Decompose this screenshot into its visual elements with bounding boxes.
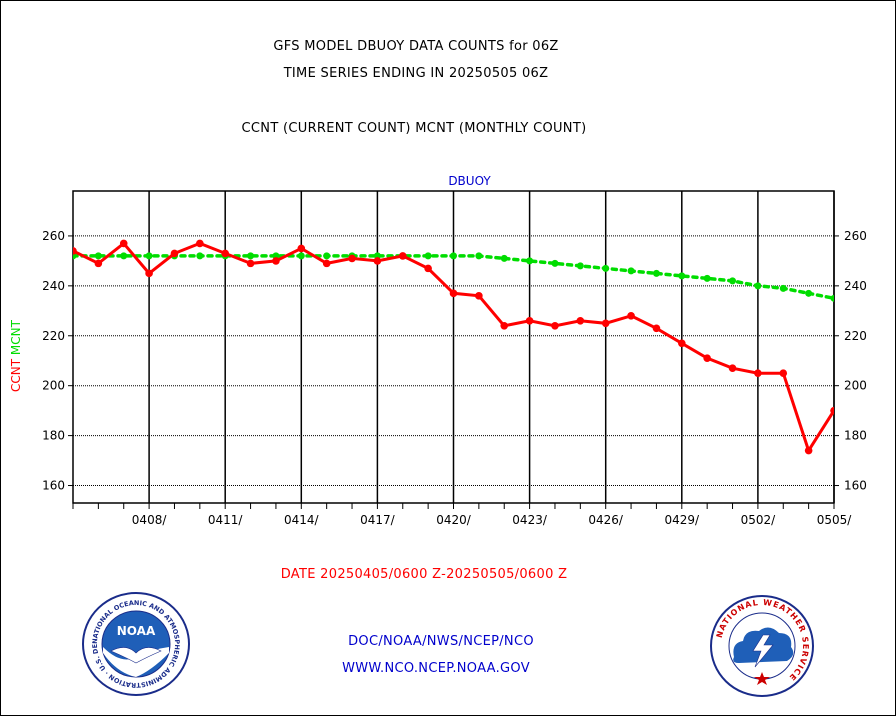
data-point-ccnt — [627, 312, 635, 320]
series-caption: CCNT (CURRENT COUNT) MCNT (MONTHLY COUNT… — [241, 121, 587, 136]
data-point-ccnt — [221, 249, 229, 258]
data-point-mcnt — [500, 254, 508, 262]
x-tick-label: 0414/ — [284, 513, 320, 527]
data-point-ccnt — [246, 259, 255, 268]
data-point-mcnt — [526, 257, 534, 265]
data-point-ccnt — [703, 354, 711, 363]
data-point-ccnt — [779, 369, 788, 378]
y-axis-label: CCNT MCNT — [9, 319, 23, 392]
y-tick-label-left: 160 — [42, 479, 65, 493]
data-point-ccnt — [196, 239, 204, 248]
data-point-mcnt — [450, 252, 457, 260]
y-tick-label-right: 220 — [844, 329, 867, 343]
page-title-line2: TIME SERIES ENDING IN 20250505 06Z — [283, 66, 549, 81]
data-point-ccnt — [652, 324, 661, 333]
data-point-ccnt — [94, 259, 103, 268]
data-point-ccnt — [449, 289, 458, 298]
x-tick-label: 0502/ — [741, 513, 777, 527]
data-point-mcnt — [779, 284, 787, 292]
date-range-label: DATE 20250405/0600 Z-20250505/0600 Z — [280, 567, 568, 582]
data-point-ccnt — [525, 316, 534, 325]
data-point-mcnt — [652, 269, 660, 277]
data-point-mcnt — [297, 252, 305, 260]
data-point-mcnt — [94, 252, 102, 260]
data-point-ccnt — [73, 247, 77, 255]
x-tick-label: 0411/ — [208, 513, 244, 527]
data-point-ccnt — [424, 264, 432, 273]
website-line: WWW.NCO.NCEP.NOAA.GOV — [342, 661, 530, 676]
data-point-ccnt — [500, 321, 509, 330]
data-point-ccnt — [475, 292, 483, 300]
data-point-mcnt — [830, 294, 834, 302]
data-point-ccnt — [678, 339, 686, 348]
chart-title: DBUOY — [448, 174, 491, 188]
x-tick-label: 0426/ — [588, 513, 624, 527]
data-point-ccnt — [754, 369, 762, 378]
data-point-mcnt — [754, 282, 762, 290]
y-tick-label-left: 240 — [42, 279, 65, 293]
data-point-mcnt — [196, 252, 204, 260]
data-point-mcnt — [120, 252, 128, 260]
data-point-ccnt — [272, 257, 280, 265]
y-tick-label-left: 260 — [42, 229, 65, 243]
org-line: DOC/NOAA/NWS/NCEP/NCO — [348, 634, 534, 649]
x-tick-label: 0505/ — [817, 513, 853, 527]
y-tick-label-left: 220 — [42, 329, 65, 343]
data-point-mcnt — [551, 259, 559, 267]
nws-seal-icon: NATIONAL WEATHER SERVICE — [710, 595, 814, 697]
y-tick-label-left: 180 — [42, 429, 65, 443]
plot-frame — [72, 190, 835, 504]
data-point-ccnt — [170, 249, 179, 258]
data-point-mcnt — [602, 264, 610, 272]
noaa-emblem-text: NOAA — [117, 624, 156, 638]
data-point-ccnt — [576, 316, 585, 325]
data-point-mcnt — [576, 262, 584, 270]
data-point-ccnt — [373, 257, 382, 265]
y-tick-label-right: 200 — [844, 379, 867, 393]
y-axis-label-ccnt: CCNT — [9, 358, 23, 392]
x-tick-label: 0429/ — [665, 513, 701, 527]
data-point-ccnt — [551, 321, 559, 330]
noaa-seal-icon: NATIONAL OCEANIC AND ATMOSPHERIC ADMINIS… — [81, 591, 190, 696]
data-point-mcnt — [323, 252, 331, 260]
data-point-ccnt — [601, 319, 610, 328]
page-title-line1: GFS MODEL DBUOY DATA COUNTS for 06Z — [273, 39, 559, 54]
data-point-ccnt — [398, 252, 407, 260]
data-point-mcnt — [729, 277, 737, 285]
x-tick-label: 0417/ — [360, 513, 396, 527]
data-point-mcnt — [703, 274, 711, 282]
data-point-ccnt — [830, 406, 834, 415]
data-point-mcnt — [678, 272, 686, 280]
y-tick-label-right: 160 — [844, 479, 867, 493]
y-tick-label-right: 260 — [844, 229, 867, 243]
y-axis-label-mcnt: MCNT — [9, 319, 23, 359]
x-tick-label: 0408/ — [132, 513, 168, 527]
data-point-ccnt — [348, 254, 356, 263]
y-tick-label-left: 200 — [42, 379, 65, 393]
data-point-ccnt — [322, 259, 331, 268]
data-point-mcnt — [805, 289, 813, 297]
data-point-mcnt — [247, 252, 255, 260]
x-tick-label: 0423/ — [512, 513, 548, 527]
data-point-ccnt — [145, 269, 153, 278]
data-point-ccnt — [728, 364, 737, 373]
data-point-mcnt — [627, 267, 635, 275]
x-tick-label: 0420/ — [436, 513, 472, 527]
data-point-mcnt — [424, 252, 432, 260]
data-point-ccnt — [804, 446, 813, 455]
data-point-mcnt — [475, 252, 483, 260]
data-point-mcnt — [145, 252, 153, 260]
data-point-ccnt — [297, 244, 306, 253]
data-point-ccnt — [119, 239, 128, 248]
y-tick-label-right: 180 — [844, 429, 867, 443]
y-tick-label-right: 240 — [844, 279, 867, 293]
